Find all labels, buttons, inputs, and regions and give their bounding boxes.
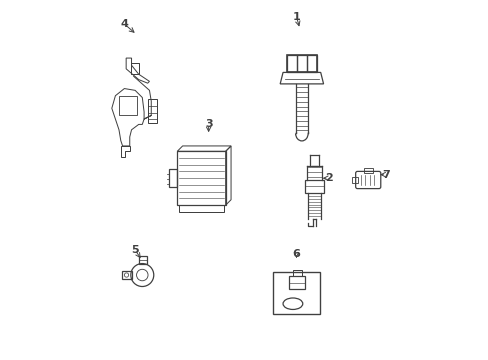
Bar xyxy=(179,205,224,212)
Text: 3: 3 xyxy=(204,120,212,129)
Text: 5: 5 xyxy=(131,245,139,255)
Bar xyxy=(363,168,372,173)
Bar xyxy=(286,55,296,72)
Bar xyxy=(286,55,317,72)
Bar xyxy=(147,99,156,123)
Bar xyxy=(169,169,177,187)
Text: 6: 6 xyxy=(292,248,300,258)
Bar xyxy=(273,273,319,314)
Bar xyxy=(122,271,132,279)
Text: 1: 1 xyxy=(292,12,300,22)
Bar xyxy=(289,276,305,289)
Text: 2: 2 xyxy=(324,173,332,183)
Bar xyxy=(292,270,301,276)
Text: 4: 4 xyxy=(120,19,128,29)
Bar xyxy=(139,256,146,264)
Bar xyxy=(296,55,306,72)
Bar xyxy=(305,180,323,193)
Bar xyxy=(119,96,137,116)
Bar xyxy=(177,151,225,205)
Text: 7: 7 xyxy=(382,170,389,180)
Bar xyxy=(351,177,357,183)
Bar xyxy=(306,55,317,72)
